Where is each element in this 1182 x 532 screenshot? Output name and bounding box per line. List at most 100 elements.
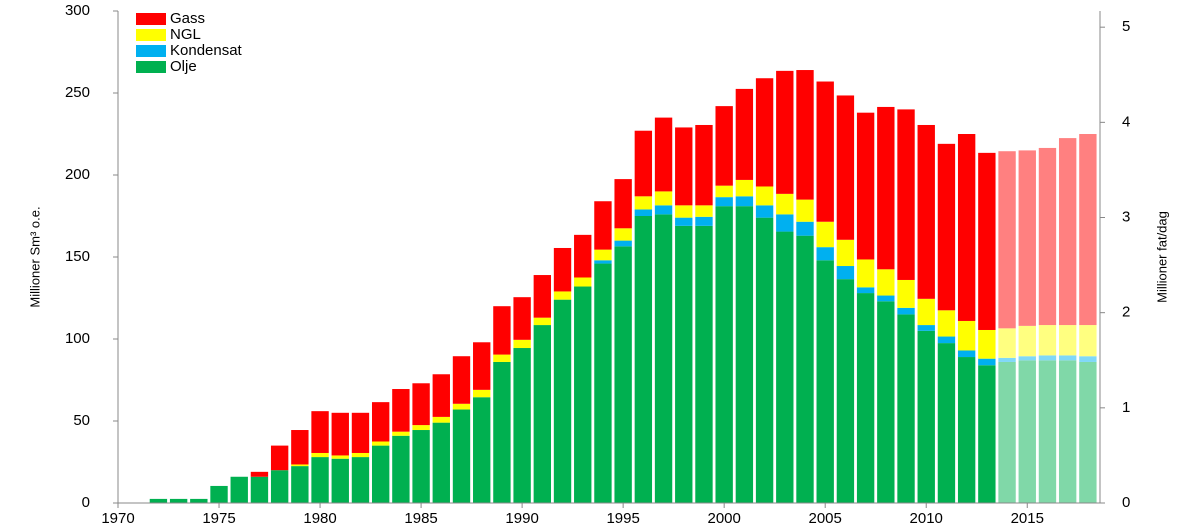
bar-segment	[1079, 361, 1097, 503]
bar-segment	[1018, 325, 1036, 357]
bar-segment	[1038, 325, 1057, 356]
bar-segment	[735, 206, 754, 503]
bar-segment	[877, 269, 895, 296]
y-tick-label: 0	[82, 494, 90, 511]
bar-segment	[614, 179, 632, 229]
bar-segment	[553, 299, 572, 503]
bar-segment	[735, 88, 754, 180]
bar-segment	[533, 275, 552, 318]
bar-segment	[190, 498, 208, 503]
bar-segment	[270, 470, 289, 503]
bar-segment	[331, 458, 349, 503]
x-tick-label: 2000	[707, 510, 740, 527]
y-axis-label: Millioner Sm³ o.e.	[27, 206, 42, 307]
bar-segment	[634, 209, 653, 216]
bar-segment	[351, 412, 370, 453]
bar-segment	[149, 498, 168, 503]
bar-segment	[412, 430, 430, 503]
bar-segment	[877, 301, 895, 503]
bar-segment	[957, 357, 976, 503]
bar-segment	[513, 348, 531, 503]
bar-segment	[816, 247, 834, 261]
bar-segment	[250, 476, 269, 503]
bar-segment	[715, 197, 733, 207]
x-tick-label: 1985	[404, 510, 437, 527]
bar-segment	[654, 117, 673, 192]
y-tick-label: 300	[65, 2, 90, 19]
bar-segment	[594, 260, 612, 264]
bar-segment	[978, 329, 996, 359]
bar-segment	[634, 216, 653, 503]
legend-swatch	[136, 13, 166, 25]
legend-swatch	[136, 61, 166, 73]
y2-tick-label: 1	[1122, 399, 1130, 416]
bar-segment	[553, 291, 572, 300]
bar-segment	[695, 216, 713, 226]
y-tick-label: 100	[65, 330, 90, 347]
bar-segment	[331, 455, 349, 459]
bar-segment	[755, 217, 774, 503]
bar-segment	[897, 314, 915, 503]
bar-segment	[311, 411, 329, 453]
bar-segment	[836, 279, 855, 503]
bar-segment	[776, 214, 794, 232]
bar-segment	[351, 452, 370, 458]
bar-segment	[311, 452, 329, 458]
bar-segment	[634, 196, 653, 210]
bar-segment	[856, 259, 875, 288]
y-tick-label: 200	[65, 166, 90, 183]
bar-segment	[331, 412, 349, 456]
bar-segment	[392, 435, 410, 503]
x-tick-label: 2015	[1011, 510, 1044, 527]
bar-segment	[897, 279, 915, 308]
bar-segment	[978, 358, 996, 366]
bar-segment	[1018, 150, 1036, 326]
bar-segment	[937, 336, 956, 344]
bar-segment	[836, 95, 855, 240]
bar-segment	[776, 193, 794, 215]
bar-segment	[816, 221, 834, 248]
bar-segment	[371, 441, 390, 446]
bar-segment	[1038, 355, 1057, 361]
bar-segment	[291, 430, 309, 465]
bar-segment	[917, 298, 935, 326]
bar-segment	[250, 471, 269, 477]
bar-segment	[412, 425, 430, 431]
bar-segment	[1079, 134, 1097, 326]
bar-segment	[816, 260, 834, 503]
bar-segment	[937, 310, 956, 337]
bar-segment	[957, 134, 976, 321]
bar-segment	[311, 457, 329, 503]
bar-segment	[654, 205, 673, 215]
legend-label: NGL	[170, 26, 201, 43]
y2-tick-label: 4	[1122, 113, 1130, 130]
x-tick-label: 1995	[606, 510, 639, 527]
y2-axis-label: Millioner fat/dag	[1154, 211, 1169, 303]
bar-segment	[493, 306, 511, 355]
bar-segment	[1058, 360, 1077, 503]
bar-segment	[452, 403, 471, 410]
legend-swatch	[136, 29, 166, 41]
x-tick-label: 1990	[505, 510, 538, 527]
y2-tick-label: 0	[1122, 494, 1130, 511]
bar-segment	[1018, 356, 1036, 361]
legend-label: Gass	[170, 10, 205, 27]
bar-segment	[594, 201, 612, 250]
bar-segment	[574, 234, 592, 278]
bar-segment	[1058, 355, 1077, 361]
bar-segment	[654, 191, 673, 206]
bar-segment	[755, 205, 774, 218]
bar-segment	[715, 206, 733, 503]
bar-segment	[614, 246, 632, 503]
x-tick-label: 2005	[809, 510, 842, 527]
bar-segment	[432, 422, 450, 503]
bar-segment	[392, 389, 410, 432]
bar-segment	[493, 361, 511, 503]
x-tick-label: 2010	[910, 510, 943, 527]
bar-segment	[473, 389, 491, 398]
bar-segment	[897, 307, 915, 315]
bar-segment	[978, 152, 996, 330]
bar-segment	[432, 374, 450, 417]
bar-segment	[614, 240, 632, 247]
bar-segment	[1038, 360, 1057, 503]
